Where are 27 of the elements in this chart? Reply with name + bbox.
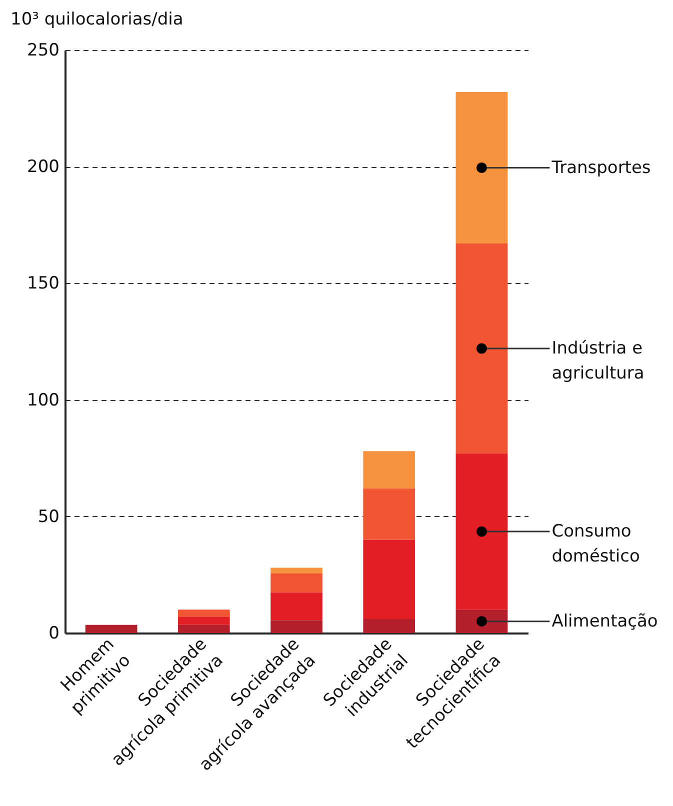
bar	[178, 616, 230, 625]
text: Indústria e agricultura	[552, 338, 644, 384]
y-tick-label: 200	[27, 157, 60, 178]
bar	[456, 92, 508, 244]
bar	[456, 244, 508, 454]
y-axis-title: 10³ quilocalorias/dia	[10, 10, 184, 30]
bar	[178, 610, 230, 617]
text: Consumo doméstico	[552, 522, 640, 567]
bar	[363, 451, 416, 488]
y-tick-label: 250	[27, 40, 60, 60]
bar	[178, 624, 230, 633]
text: Alimentação	[552, 611, 658, 632]
text: Transportes	[550, 158, 651, 178]
bar	[363, 619, 416, 633]
y-tick-label: 50	[38, 506, 60, 527]
bar	[270, 620, 322, 633]
bar	[270, 568, 322, 574]
bar	[456, 453, 508, 610]
bar	[85, 624, 138, 633]
y-tick-label: 150	[27, 274, 60, 294]
bar	[363, 488, 416, 540]
bar	[270, 592, 322, 620]
bar	[270, 574, 322, 592]
bar	[456, 610, 508, 633]
y-tick-label: 100	[27, 390, 60, 410]
bar	[363, 540, 416, 620]
y-tick-label: 0	[48, 624, 60, 644]
